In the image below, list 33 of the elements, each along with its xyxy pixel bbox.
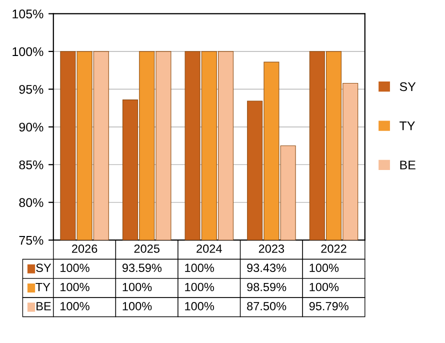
data-label: 100%	[185, 282, 214, 292]
data-label: 87.50%	[247, 302, 286, 310]
text: TY	[400, 122, 415, 130]
data-label: 100%	[122, 282, 152, 292]
y-tick-label: 95%	[19, 84, 44, 94]
x-tick-label: 2026	[72, 244, 98, 253]
data-label: 100%	[310, 282, 339, 292]
x-tick-label: 2023	[258, 244, 284, 253]
text: BE	[36, 302, 51, 310]
data-label: 93.59%	[122, 264, 162, 272]
y-tick-label: 90%	[19, 122, 44, 132]
legend-label: TY	[36, 282, 50, 292]
y-tick-label: 100%	[12, 47, 44, 56]
text: SY	[400, 82, 416, 92]
x-tick-label: 2025	[134, 244, 160, 253]
x-tick-label: 2024	[196, 244, 222, 253]
data-label: 95.79%	[309, 302, 348, 310]
data-label: 100%	[60, 264, 90, 272]
legend-label: BE	[400, 160, 416, 170]
legend-label: SY	[36, 264, 52, 272]
y-tick-label: 105%	[12, 10, 44, 18]
y-tick-label: 80%	[19, 198, 44, 208]
data-label: 93.43%	[247, 264, 286, 272]
data-label: 100%	[310, 264, 339, 272]
y-tick-label: 75%	[19, 236, 44, 245]
data-label: 100%	[122, 302, 152, 310]
y-tick-label: 85%	[19, 160, 44, 170]
data-label: 98.59%	[247, 282, 286, 292]
x-tick-label: 2022	[321, 244, 346, 253]
data-label: 100%	[185, 264, 214, 272]
data-label: 100%	[60, 282, 90, 292]
data-label: 100%	[60, 302, 90, 310]
data-label: 100%	[185, 302, 214, 310]
